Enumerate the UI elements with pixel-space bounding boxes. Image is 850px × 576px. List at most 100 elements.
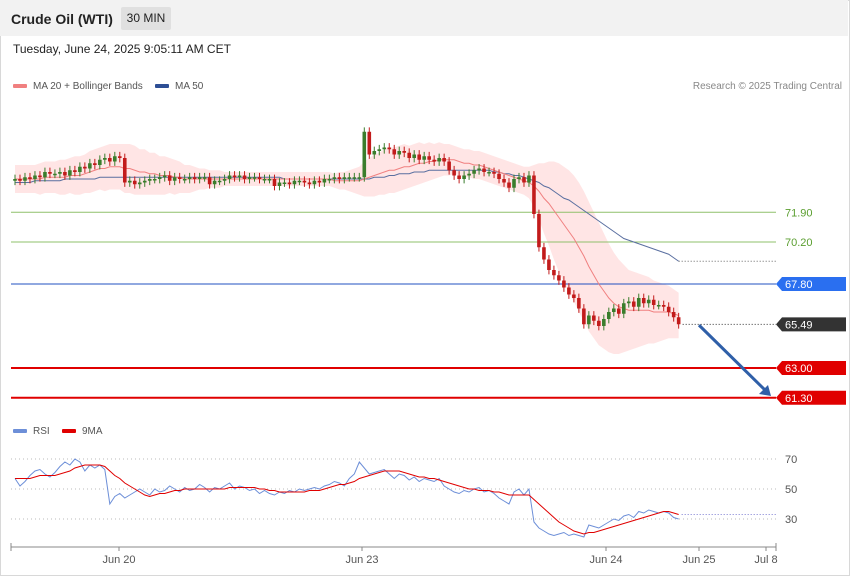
candle-body bbox=[557, 275, 561, 281]
candle-body bbox=[38, 175, 42, 178]
candle-body bbox=[197, 177, 202, 179]
candle-body bbox=[292, 180, 297, 185]
legend-9ma: 9MA bbox=[62, 426, 103, 437]
last-price-label: 65.49 bbox=[785, 319, 813, 331]
legend-ma20-bb: MA 20 + Bollinger Bands bbox=[13, 81, 143, 92]
candle-body bbox=[322, 179, 327, 183]
candle-body bbox=[167, 175, 172, 181]
candle-body bbox=[28, 177, 32, 179]
candle-body bbox=[222, 179, 227, 181]
candle-body bbox=[602, 319, 606, 326]
candle-body bbox=[347, 177, 352, 179]
candle-body bbox=[33, 175, 37, 179]
candle-body bbox=[122, 158, 127, 183]
candle-body bbox=[472, 170, 476, 174]
candle-body bbox=[407, 152, 412, 158]
candle-body bbox=[162, 175, 167, 178]
candle-body bbox=[68, 170, 72, 176]
candle-body bbox=[147, 179, 152, 181]
candle-body bbox=[207, 177, 212, 185]
candle-body bbox=[177, 177, 182, 179]
candle-body bbox=[382, 147, 387, 150]
candle-body bbox=[502, 179, 506, 183]
candle-body bbox=[452, 170, 456, 176]
level-label-63.00: 63.00 bbox=[785, 363, 813, 375]
candle-body bbox=[357, 177, 362, 179]
candle-body bbox=[367, 131, 372, 155]
candle-body bbox=[127, 180, 132, 183]
candle-body bbox=[626, 301, 631, 304]
x-tick-label: Jun 23 bbox=[345, 554, 378, 566]
candle-body bbox=[462, 175, 466, 179]
candle-body bbox=[98, 159, 102, 165]
candle-body bbox=[103, 158, 107, 160]
candle-body bbox=[157, 177, 162, 179]
candle-body bbox=[232, 175, 237, 178]
instrument-title: Crude Oil (WTI) bbox=[11, 11, 113, 27]
level-tag-61.30 bbox=[776, 390, 846, 405]
candle-body bbox=[242, 175, 247, 179]
candle-body bbox=[427, 156, 431, 160]
candle-body bbox=[522, 177, 526, 183]
candle-body bbox=[362, 131, 367, 178]
candle-body bbox=[517, 177, 521, 179]
candle-body bbox=[567, 287, 571, 295]
candle-body bbox=[597, 320, 601, 326]
candle-body bbox=[267, 179, 272, 181]
candle-body bbox=[467, 173, 471, 176]
candle-body bbox=[88, 163, 92, 169]
legend-label-9ma: 9MA bbox=[82, 426, 103, 437]
candle-body bbox=[447, 161, 451, 171]
candle-body bbox=[437, 158, 441, 162]
legend-rsi: RSI bbox=[13, 426, 50, 437]
candle-body bbox=[297, 180, 302, 183]
candle-body bbox=[582, 308, 586, 325]
candle-body bbox=[302, 180, 307, 183]
candle-body bbox=[307, 182, 312, 185]
candle-body bbox=[187, 177, 192, 179]
candle-body bbox=[352, 177, 357, 179]
candle-body bbox=[78, 166, 82, 172]
candle-body bbox=[636, 298, 641, 307]
candle-body bbox=[422, 156, 426, 160]
candle-body bbox=[93, 163, 97, 165]
candle-body bbox=[417, 154, 421, 160]
candle-body bbox=[257, 177, 262, 179]
legend-swatch-rsi bbox=[13, 429, 27, 434]
candle-body bbox=[487, 172, 491, 174]
candle-body bbox=[666, 306, 671, 312]
candle-body bbox=[497, 173, 501, 179]
candle-body bbox=[631, 301, 636, 307]
candle-body bbox=[616, 308, 621, 314]
candle-body bbox=[277, 182, 282, 186]
candle-body bbox=[262, 179, 267, 181]
candle-body bbox=[282, 182, 287, 184]
candle-body bbox=[641, 298, 646, 304]
candle-body bbox=[142, 180, 147, 183]
candle-body bbox=[621, 303, 626, 314]
x-tick-label: Jun 24 bbox=[589, 554, 622, 566]
timeframe-button[interactable]: 30 MIN bbox=[121, 7, 171, 30]
candle-body bbox=[612, 308, 616, 312]
candle-body bbox=[172, 177, 177, 181]
candle-body bbox=[592, 315, 596, 321]
candle-body bbox=[372, 151, 377, 155]
candle-body bbox=[587, 315, 591, 325]
legend-label-rsi: RSI bbox=[33, 426, 50, 437]
bollinger-band bbox=[15, 142, 679, 354]
level-tag-67.80 bbox=[776, 277, 846, 291]
candle-body bbox=[402, 151, 407, 153]
candle-body bbox=[202, 177, 207, 179]
candle-body bbox=[327, 179, 332, 181]
legend-swatch-9ma bbox=[62, 429, 76, 434]
candle-body bbox=[43, 172, 47, 178]
candle-body bbox=[337, 177, 342, 179]
candle-body bbox=[237, 175, 242, 178]
candle-body bbox=[547, 259, 551, 270]
forecast-arrow-shaft bbox=[697, 324, 768, 393]
candle-body bbox=[83, 166, 87, 169]
header-bar: Crude Oil (WTI) 30 MIN bbox=[0, 0, 848, 36]
candle-body bbox=[113, 156, 117, 162]
candle-body bbox=[412, 154, 416, 158]
